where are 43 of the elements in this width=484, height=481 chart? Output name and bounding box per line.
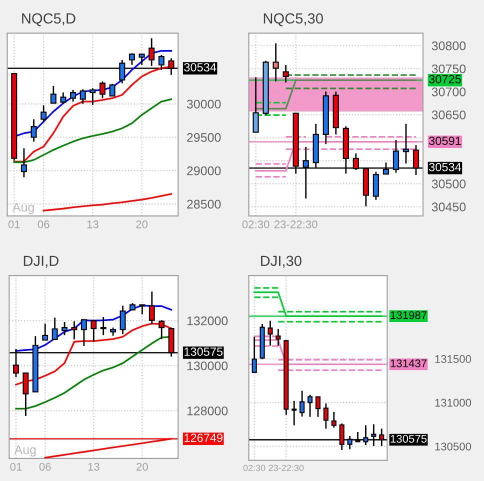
- x-tick-label: 20: [136, 220, 148, 228]
- y-tick-label: 131000: [435, 398, 472, 407]
- y-tick-label: 30450: [432, 202, 466, 212]
- ref-line-label: 126749: [184, 434, 222, 442]
- ref-line-label: 30725: [429, 74, 461, 84]
- ref-line-label: 131437: [390, 359, 426, 368]
- chart-title: DJI,30: [261, 256, 302, 268]
- x-tick-label: 01: [10, 462, 22, 471]
- ref-line-label: 30591: [429, 136, 461, 146]
- x-tick-label: 01: [8, 220, 20, 228]
- y-tick-label: 30800: [432, 41, 466, 50]
- ref-line-label: 130575: [184, 348, 223, 356]
- chart-title: NQC5,D: [22, 13, 76, 26]
- chart-title: NQC5,30: [264, 13, 323, 26]
- x-tick-label: 02:30: [242, 220, 270, 228]
- chart-title: DJI,D: [24, 256, 58, 268]
- y-tick-label: 29000: [187, 166, 221, 176]
- x-tick-label: 13: [88, 462, 100, 471]
- y-tick-label: 30000: [186, 100, 221, 109]
- y-tick-label: 132000: [187, 316, 228, 326]
- annotation: Aug: [12, 202, 34, 214]
- x-tick-label: 20: [136, 462, 148, 471]
- y-tick-label: 30750: [432, 64, 466, 74]
- x-tick-label: 06: [39, 462, 51, 471]
- x-tick-label: 23-22:30: [274, 220, 318, 228]
- x-tick-label: 13: [87, 220, 98, 228]
- y-tick-label: 130500: [435, 442, 472, 450]
- ref-line-label: 30534: [429, 162, 462, 172]
- y-tick-label: 131500: [435, 355, 472, 363]
- y-tick-label: 30650: [432, 110, 466, 120]
- y-tick-label: 128000: [187, 406, 228, 416]
- y-tick-label: 30700: [432, 87, 466, 96]
- y-tick-label: 30500: [432, 180, 466, 188]
- y-tick-label: 28500: [187, 200, 221, 209]
- ref-line-label: 30534: [184, 63, 216, 72]
- y-tick-label: 130000: [187, 361, 228, 370]
- y-tick-label: 29500: [187, 133, 221, 142]
- x-tick-label: 06: [38, 220, 50, 228]
- ref-line-label: 130575: [390, 434, 427, 443]
- ref-line-label: 131987: [390, 311, 426, 320]
- annotation: Aug: [14, 445, 36, 457]
- x-tick-label: 23-22:30: [268, 464, 304, 472]
- x-tick-label: 02:30: [243, 464, 266, 472]
